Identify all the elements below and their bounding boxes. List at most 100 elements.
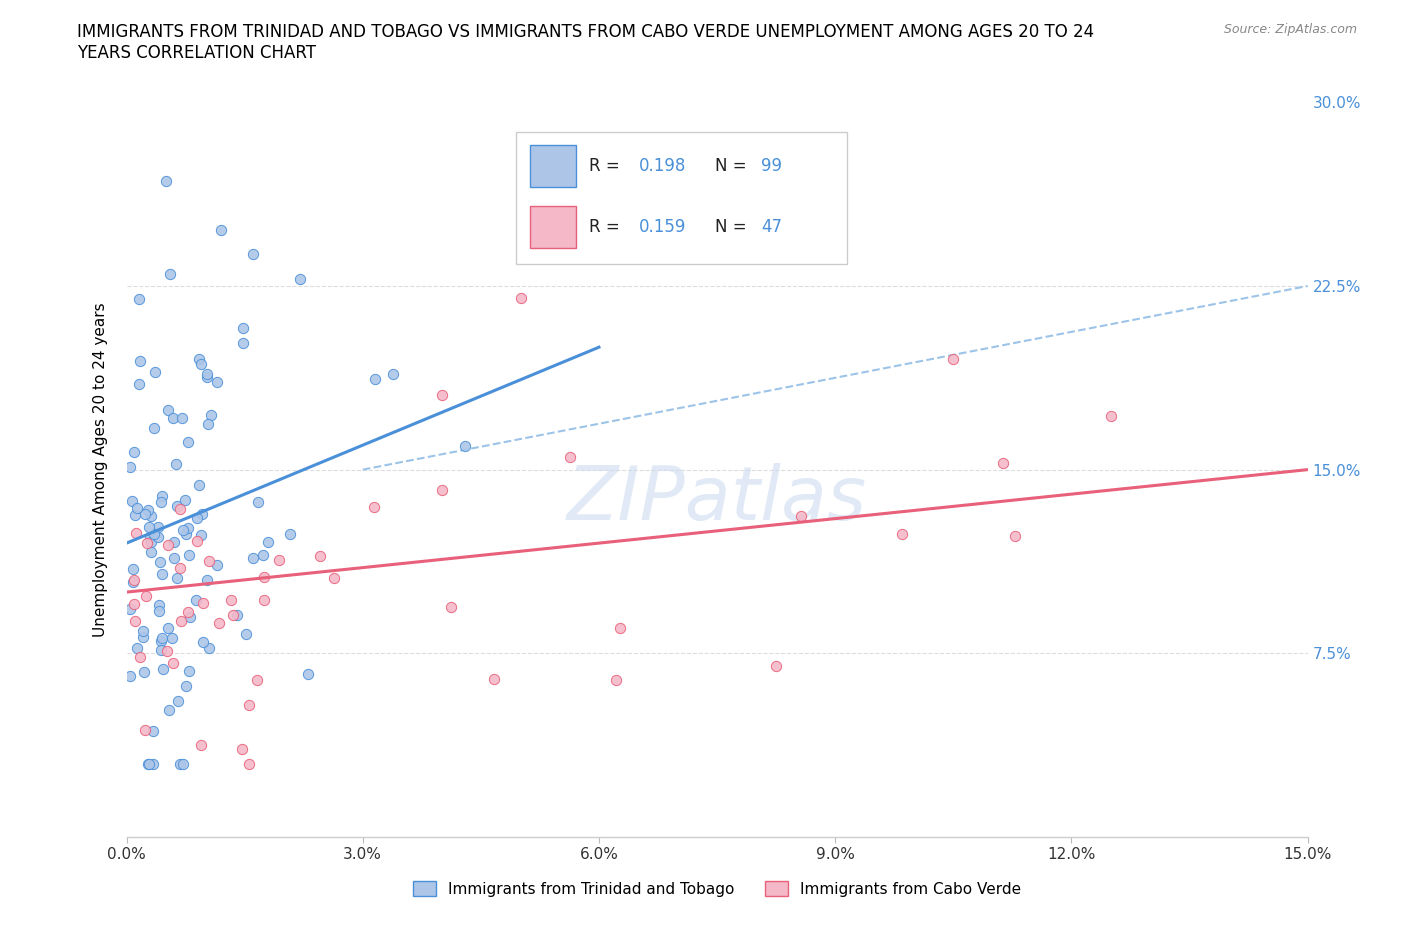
Point	[143, 526, 166, 541]
Point	[139, 545, 162, 560]
Point	[134, 506, 156, 521]
Point	[121, 493, 143, 508]
Point	[134, 665, 156, 680]
Point	[146, 529, 169, 544]
Point	[186, 511, 208, 525]
Point	[172, 523, 194, 538]
Point	[198, 553, 221, 568]
Point	[193, 634, 215, 649]
Point	[169, 756, 191, 771]
Point	[1004, 528, 1026, 543]
Point	[482, 671, 505, 686]
Y-axis label: Unemployment Among Ages 20 to 24 years: Unemployment Among Ages 20 to 24 years	[93, 302, 108, 637]
Point	[124, 445, 146, 459]
Point	[235, 627, 257, 642]
Point	[288, 272, 311, 286]
Point	[322, 570, 344, 585]
Point	[253, 569, 276, 584]
Point	[149, 495, 172, 510]
Point	[179, 664, 201, 679]
Point	[157, 621, 180, 636]
Point	[134, 723, 156, 737]
Point	[169, 502, 191, 517]
Point	[891, 526, 914, 541]
Point	[132, 624, 155, 639]
Point	[186, 534, 208, 549]
Point	[790, 509, 813, 524]
Point	[162, 655, 184, 670]
Point	[163, 535, 186, 550]
Point	[160, 631, 183, 645]
Point	[246, 495, 269, 510]
Point	[242, 551, 264, 565]
Point	[146, 520, 169, 535]
Point	[172, 411, 194, 426]
Point	[121, 562, 143, 577]
Point	[166, 498, 188, 513]
Point	[432, 483, 454, 498]
Point	[148, 597, 170, 612]
Point	[191, 595, 214, 610]
Point	[190, 356, 212, 371]
Point	[166, 694, 188, 709]
Point	[124, 614, 146, 629]
Point	[454, 439, 477, 454]
Point	[278, 526, 301, 541]
Point	[177, 548, 200, 563]
Point	[143, 420, 166, 435]
Point	[150, 633, 173, 648]
Point	[150, 489, 173, 504]
Point	[219, 592, 242, 607]
Point	[179, 610, 201, 625]
Point	[135, 536, 157, 551]
Point	[197, 366, 219, 381]
Point	[363, 499, 385, 514]
Point	[166, 571, 188, 586]
Point	[127, 500, 149, 515]
Point	[148, 604, 170, 618]
Point	[124, 573, 146, 588]
Point	[129, 650, 152, 665]
Point	[242, 246, 264, 261]
Point	[246, 672, 269, 687]
Point	[238, 698, 260, 712]
Point	[252, 548, 274, 563]
Point	[125, 525, 148, 540]
Point	[991, 456, 1014, 471]
Point	[139, 529, 162, 544]
Point	[157, 538, 180, 552]
Text: ZIPatlas: ZIPatlas	[567, 463, 868, 535]
Point	[297, 667, 319, 682]
Point	[942, 352, 965, 367]
Point	[128, 292, 150, 307]
Point	[143, 365, 166, 379]
Point	[138, 519, 160, 534]
Point	[269, 552, 291, 567]
Text: Source: ZipAtlas.com: Source: ZipAtlas.com	[1223, 23, 1357, 36]
Point	[190, 527, 212, 542]
Point	[142, 724, 165, 738]
Point	[138, 503, 160, 518]
Point	[238, 756, 260, 771]
Point	[174, 526, 197, 541]
Point	[129, 353, 152, 368]
Point	[176, 679, 198, 694]
Point	[135, 589, 157, 604]
Point	[605, 672, 627, 687]
Point	[149, 554, 172, 569]
Point	[1099, 408, 1122, 423]
Point	[173, 493, 195, 508]
Text: YEARS CORRELATION CHART: YEARS CORRELATION CHART	[77, 44, 316, 61]
Point	[209, 222, 232, 237]
Point	[152, 661, 174, 676]
Point	[139, 509, 162, 524]
Point	[125, 641, 148, 656]
Point	[195, 572, 218, 587]
Point	[205, 375, 228, 390]
Point	[232, 321, 254, 336]
Point	[138, 756, 160, 771]
Point	[382, 366, 405, 381]
Legend: Immigrants from Trinidad and Tobago, Immigrants from Cabo Verde: Immigrants from Trinidad and Tobago, Imm…	[406, 874, 1028, 903]
Point	[156, 644, 179, 658]
Point	[187, 352, 209, 366]
